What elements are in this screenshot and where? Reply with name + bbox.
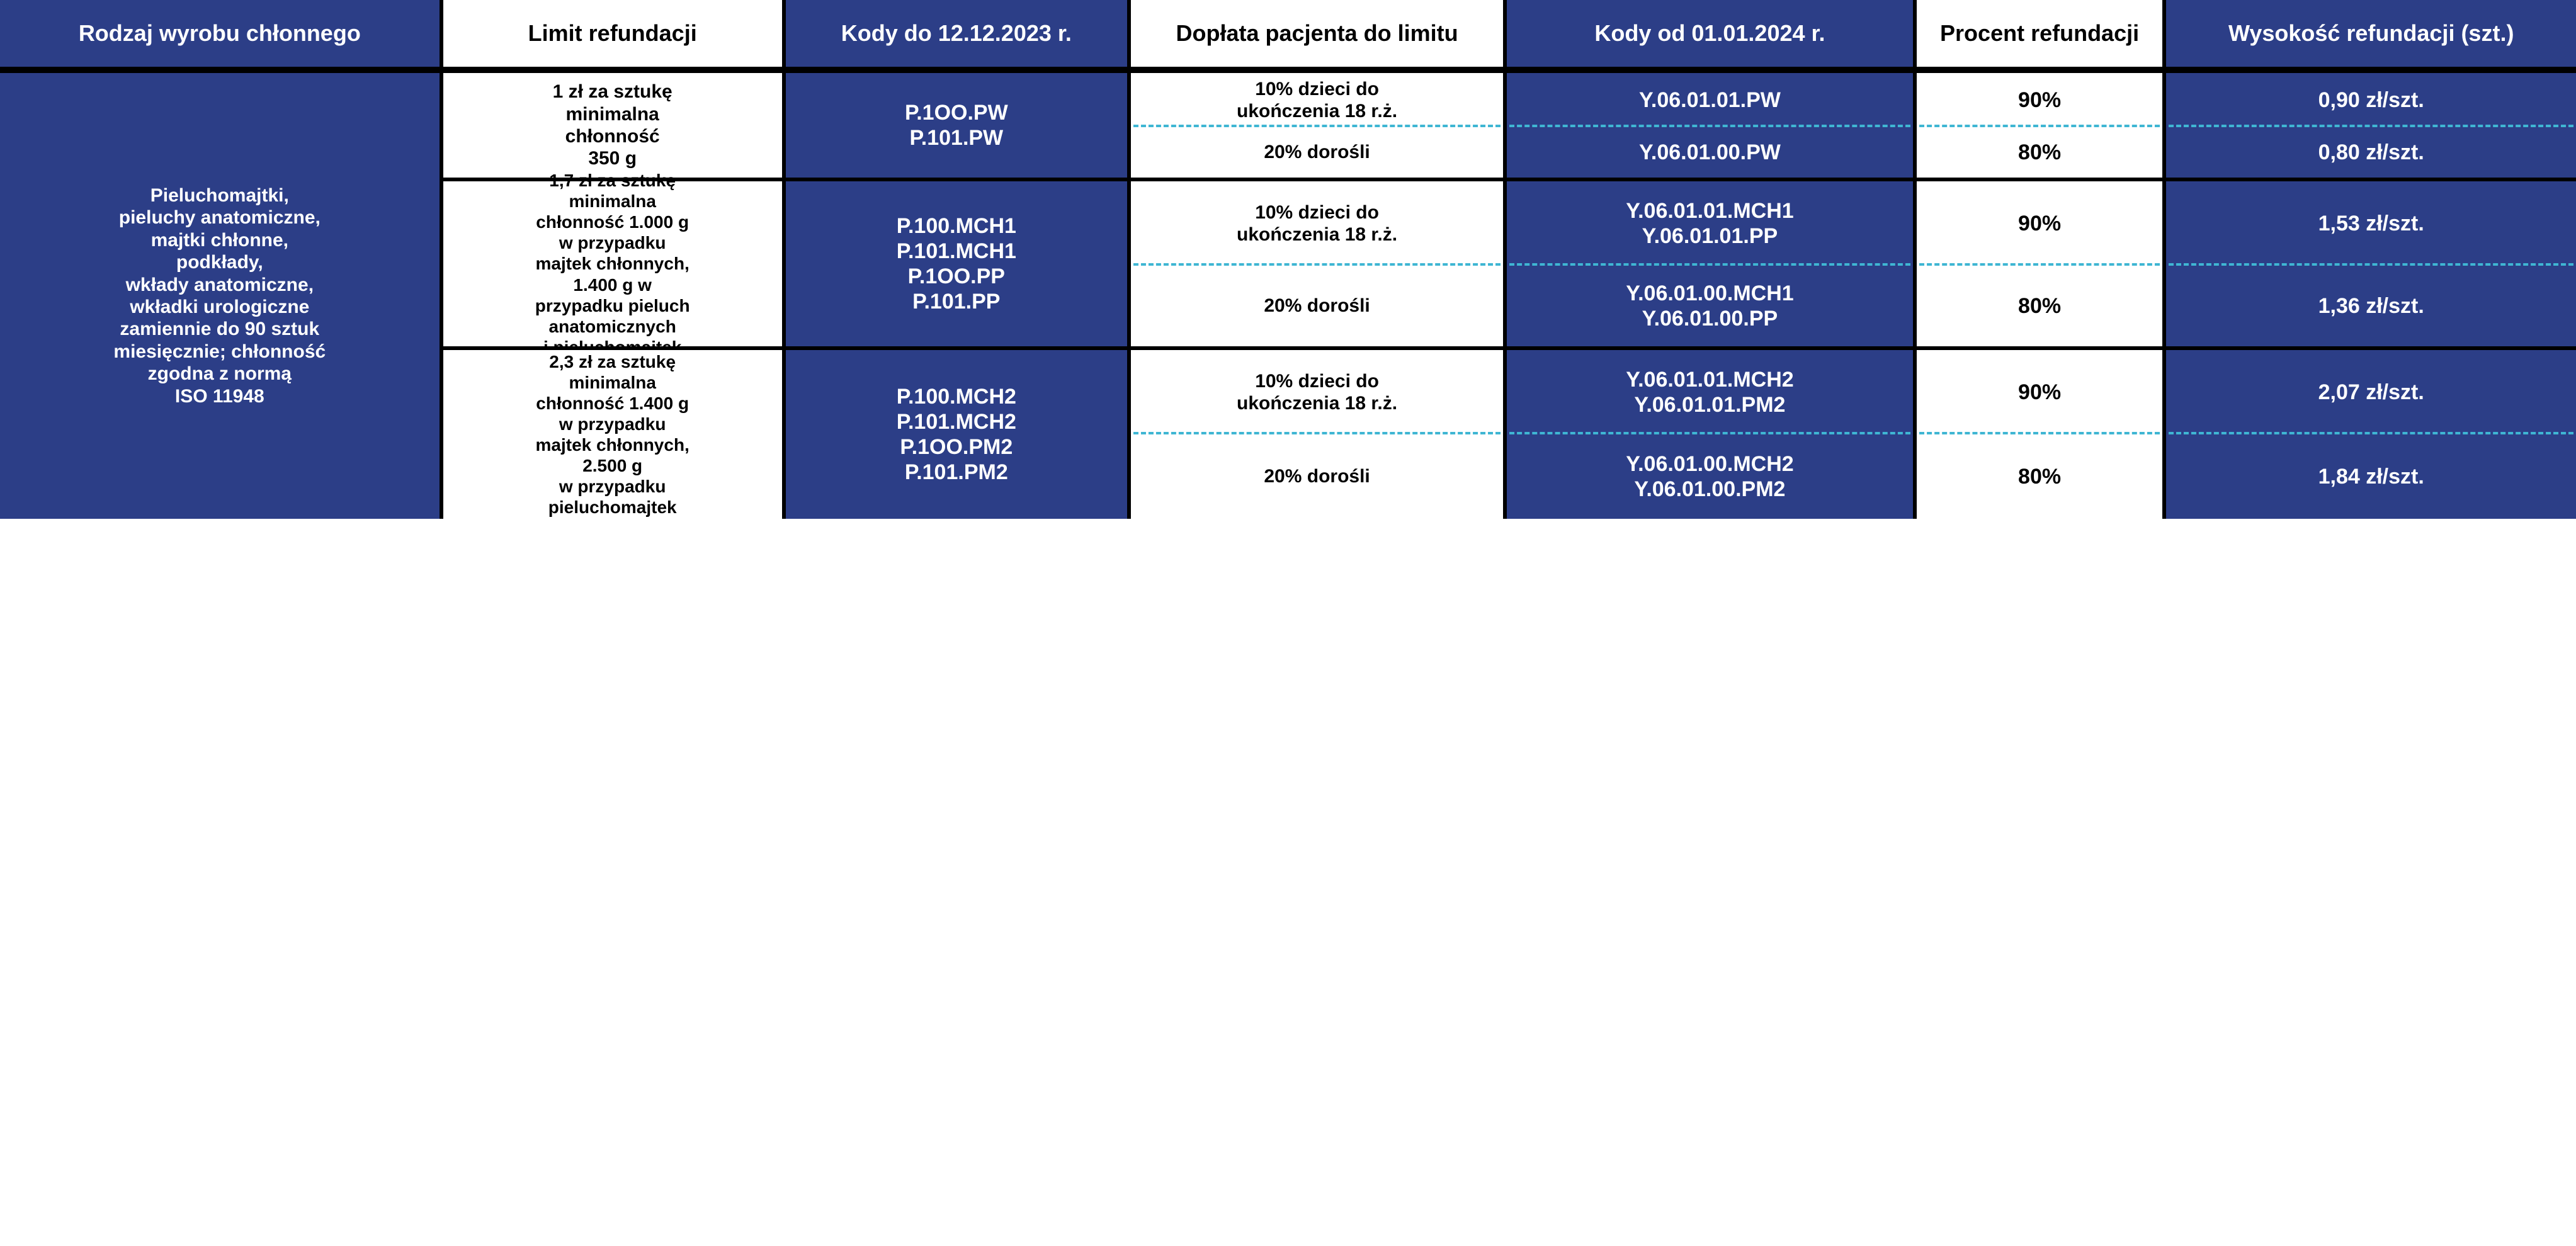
tier2-amount-b-text: 1,36 zł/szt. <box>2318 293 2424 319</box>
refund-table: Rodzaj wyrobu chłonnego Limit refundacji… <box>0 0 2576 519</box>
tier3-surcharge-b-text: 20% dorośli <box>1264 465 1370 487</box>
header-product-type: Rodzaj wyrobu chłonnego <box>0 0 443 73</box>
tier3-codes-new-a: Y.06.01.01.MCH2 Y.06.01.01.PM2 <box>1507 350 1916 434</box>
tier1-limit-text: 1 zł za sztukę minimalna chłonność 350 g <box>553 81 672 170</box>
tier2-percent-b-text: 80% <box>2018 293 2061 319</box>
tier2-percent-a-text: 90% <box>2018 211 2061 236</box>
tier2-codes-new-b-text: Y.06.01.00.MCH1 Y.06.01.00.PP <box>1626 281 1794 331</box>
tier1-codes-old-text: P.1OO.PW P.101.PW <box>905 100 1008 150</box>
tier1-codes-new-b: Y.06.01.00.PW <box>1507 127 1916 181</box>
tier3-codes-new-a-text: Y.06.01.01.MCH2 Y.06.01.01.PM2 <box>1626 367 1794 417</box>
tier2-amount-b: 1,36 zł/szt. <box>2166 266 2575 350</box>
tier1-percent-a-text: 90% <box>2018 88 2061 113</box>
tier3-codes-old-text: P.100.MCH2 P.101.MCH2 P.1OO.PM2 P.101.PM… <box>897 384 1016 485</box>
header-percent: Procent refundacji <box>1917 0 2167 73</box>
tier1-surcharge-b-text: 20% dorośli <box>1264 141 1370 163</box>
tier2-surcharge-a: 10% dzieci do ukończenia 18 r.ż. <box>1131 181 1507 266</box>
header-amount-label: Wysokość refundacji (szt.) <box>2228 20 2514 47</box>
tier1-codes-new-b-text: Y.06.01.00.PW <box>1639 140 1781 165</box>
tier3-amount-a-text: 2,07 zł/szt. <box>2318 380 2424 405</box>
tier1-percent-b: 80% <box>1917 127 2167 181</box>
tier2-percent-b: 80% <box>1917 266 2167 350</box>
tier1-surcharge-b: 20% dorośli <box>1131 127 1507 181</box>
tier2-amount-a-text: 1,53 zł/szt. <box>2318 211 2424 236</box>
tier2-codes-old: P.100.MCH1 P.101.MCH1 P.1OO.PP P.101.PP <box>786 181 1131 350</box>
tier3-limit: 2,3 zł za sztukę minimalna chłonność 1.4… <box>443 350 786 519</box>
tier2-amount-a: 1,53 zł/szt. <box>2166 181 2575 266</box>
tier1-amount-b-text: 0,80 zł/szt. <box>2318 140 2424 165</box>
tier1-codes-new-a-text: Y.06.01.01.PW <box>1639 88 1781 113</box>
tier2-surcharge-a-text: 10% dzieci do ukończenia 18 r.ż. <box>1237 201 1397 246</box>
header-codes-new-label: Kody od 01.01.2024 r. <box>1594 20 1825 47</box>
tier2-codes-new-b: Y.06.01.00.MCH1 Y.06.01.00.PP <box>1507 266 1916 350</box>
tier1-limit: 1 zł za sztukę minimalna chłonność 350 g <box>443 73 786 181</box>
tier1-codes-old: P.1OO.PW P.101.PW <box>786 73 1131 181</box>
header-percent-label: Procent refundacji <box>1940 20 2139 47</box>
tier1-codes-new-a: Y.06.01.01.PW <box>1507 73 1916 127</box>
header-codes-old: Kody do 12.12.2023 r. <box>786 0 1131 73</box>
tier1-percent-a: 90% <box>1917 73 2167 127</box>
header-surcharge-label: Dopłata pacjenta do limitu <box>1176 20 1458 47</box>
header-product-type-label: Rodzaj wyrobu chłonnego <box>79 20 361 47</box>
tier1-amount-a-text: 0,90 zł/szt. <box>2318 88 2424 113</box>
tier3-percent-a: 90% <box>1917 350 2167 434</box>
tier3-codes-new-b: Y.06.01.00.MCH2 Y.06.01.00.PM2 <box>1507 434 1916 519</box>
tier3-amount-b-text: 1,84 zł/szt. <box>2318 464 2424 489</box>
tier3-percent-a-text: 90% <box>2018 380 2061 405</box>
tier1-surcharge-a-text: 10% dzieci do ukończenia 18 r.ż. <box>1237 78 1397 123</box>
tier3-surcharge-a-text: 10% dzieci do ukończenia 18 r.ż. <box>1237 370 1397 415</box>
product-type-cell: Pieluchomajtki, pieluchy anatomiczne, ma… <box>0 73 443 519</box>
tier2-limit: 1,7 zł za sztukę minimalna chłonność 1.0… <box>443 181 786 350</box>
tier1-percent-b-text: 80% <box>2018 140 2061 165</box>
tier3-codes-old: P.100.MCH2 P.101.MCH2 P.1OO.PM2 P.101.PM… <box>786 350 1131 519</box>
header-codes-new: Kody od 01.01.2024 r. <box>1507 0 1916 73</box>
header-codes-old-label: Kody do 12.12.2023 r. <box>841 20 1072 47</box>
tier3-surcharge-a: 10% dzieci do ukończenia 18 r.ż. <box>1131 350 1507 434</box>
tier2-codes-old-text: P.100.MCH1 P.101.MCH1 P.1OO.PP P.101.PP <box>897 213 1016 314</box>
header-surcharge: Dopłata pacjenta do limitu <box>1131 0 1507 73</box>
tier2-codes-new-a: Y.06.01.01.MCH1 Y.06.01.01.PP <box>1507 181 1916 266</box>
tier2-limit-text: 1,7 zł za sztukę minimalna chłonność 1.0… <box>535 170 690 357</box>
header-limit: Limit refundacji <box>443 0 786 73</box>
tier2-surcharge-b-text: 20% dorośli <box>1264 295 1370 317</box>
header-amount: Wysokość refundacji (szt.) <box>2166 0 2575 73</box>
tier1-amount-b: 0,80 zł/szt. <box>2166 127 2575 181</box>
header-limit-label: Limit refundacji <box>528 20 697 47</box>
tier3-amount-a: 2,07 zł/szt. <box>2166 350 2575 434</box>
tier1-amount-a: 0,90 zł/szt. <box>2166 73 2575 127</box>
tier2-percent-a: 90% <box>1917 181 2167 266</box>
tier3-percent-b-text: 80% <box>2018 464 2061 489</box>
tier3-percent-b: 80% <box>1917 434 2167 519</box>
tier3-codes-new-b-text: Y.06.01.00.MCH2 Y.06.01.00.PM2 <box>1626 451 1794 502</box>
tier2-surcharge-b: 20% dorośli <box>1131 266 1507 350</box>
product-type-text: Pieluchomajtki, pieluchy anatomiczne, ma… <box>113 184 326 407</box>
tier1-surcharge-a: 10% dzieci do ukończenia 18 r.ż. <box>1131 73 1507 127</box>
tier3-limit-text: 2,3 zł za sztukę minimalna chłonność 1.4… <box>536 351 689 518</box>
tier3-surcharge-b: 20% dorośli <box>1131 434 1507 519</box>
tier3-amount-b: 1,84 zł/szt. <box>2166 434 2575 519</box>
tier2-codes-new-a-text: Y.06.01.01.MCH1 Y.06.01.01.PP <box>1626 198 1794 249</box>
